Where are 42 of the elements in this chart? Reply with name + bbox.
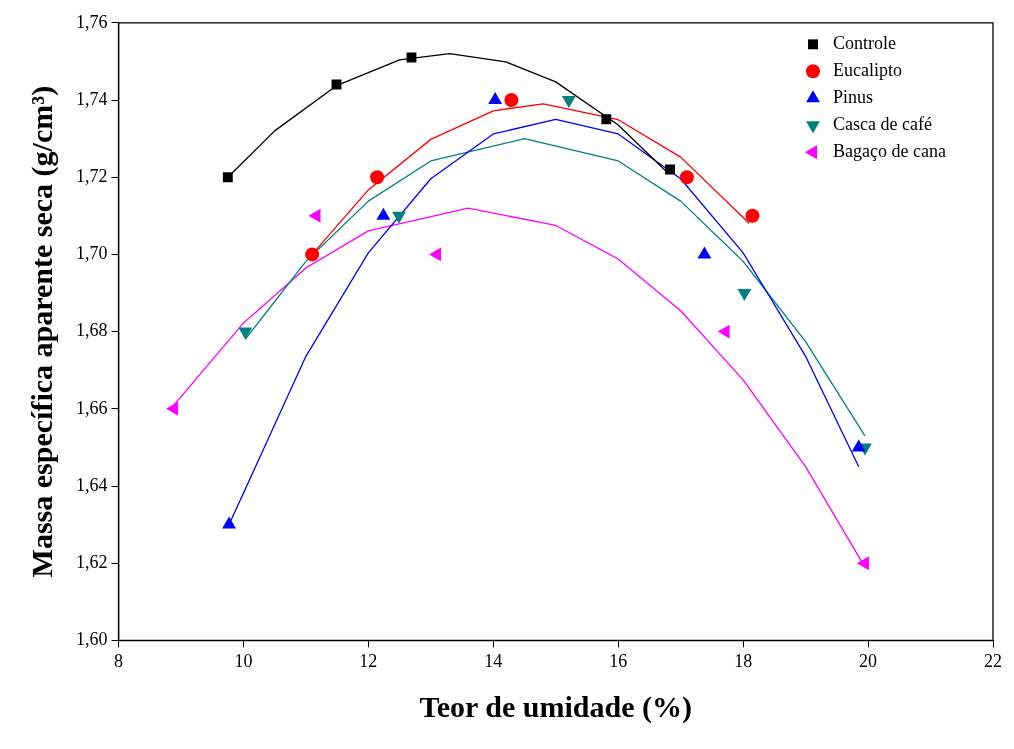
point: [331, 79, 342, 90]
point: [222, 516, 236, 529]
legend-label: Casca de café: [833, 114, 932, 135]
x-tick-label: 18: [734, 650, 753, 671]
point: [561, 96, 576, 108]
point: [679, 170, 694, 185]
point: [601, 114, 612, 125]
y-tick-label: 1,64: [76, 474, 108, 495]
y-axis-title: Massa específica aparente seca (g/cm³): [24, 85, 59, 578]
x-tick-label: 20: [859, 650, 878, 671]
point: [745, 208, 760, 223]
x-tick-label: 22: [984, 650, 1002, 671]
x-tick-label: 14: [484, 650, 503, 671]
y-tick-label: 1,72: [76, 165, 108, 186]
legend-label: Bagaço de cana: [833, 141, 946, 162]
legend-label: Eucalipto: [833, 60, 902, 81]
y-tick-label: 1,60: [76, 629, 108, 650]
point: [222, 172, 233, 183]
point: [851, 439, 866, 452]
legend-label: Controle: [833, 33, 896, 54]
x-tick-label: 10: [234, 650, 253, 671]
point: [238, 327, 253, 340]
point: [305, 247, 320, 262]
y-tick-label: 1,70: [76, 243, 108, 264]
y-tick-label: 1,68: [76, 320, 108, 341]
y-tick-label: 1,66: [76, 397, 108, 418]
point: [370, 170, 385, 185]
legend-label: Pinus: [833, 87, 874, 108]
y-tick-label: 1,74: [76, 88, 108, 109]
x-tick-label: 12: [359, 650, 378, 671]
point: [166, 401, 179, 416]
x-axis-title: Teor de umidade (%): [419, 689, 693, 724]
point: [392, 211, 406, 224]
point: [504, 93, 519, 107]
point: [737, 289, 752, 301]
y-tick-label: 1,62: [76, 551, 108, 572]
point: [429, 247, 442, 262]
point: [308, 208, 321, 223]
x-tick-label: 16: [609, 650, 628, 671]
y-tick-label: 1,76: [76, 11, 108, 32]
x-tick-label: 8: [114, 650, 123, 671]
point: [665, 164, 676, 175]
